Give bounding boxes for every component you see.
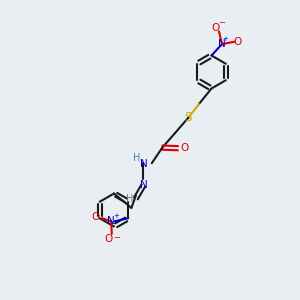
Text: N: N xyxy=(140,180,147,190)
Text: O: O xyxy=(92,212,100,222)
Text: N: N xyxy=(140,159,147,169)
Text: +: + xyxy=(223,36,229,42)
Text: H: H xyxy=(126,194,133,204)
Text: H: H xyxy=(133,153,140,163)
Text: O: O xyxy=(180,143,189,153)
Text: S: S xyxy=(185,111,192,124)
Text: −: − xyxy=(113,233,120,242)
Text: N: N xyxy=(218,39,226,49)
Text: O: O xyxy=(211,23,220,33)
Text: N: N xyxy=(107,216,115,226)
Text: O: O xyxy=(105,234,113,244)
Text: +: + xyxy=(114,213,119,219)
Text: O: O xyxy=(233,37,242,47)
Text: −: − xyxy=(218,18,226,27)
